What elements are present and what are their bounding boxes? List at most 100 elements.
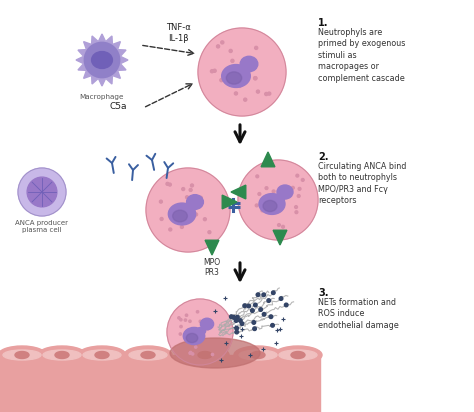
Text: ANCA producer
plasma cell: ANCA producer plasma cell [16, 220, 69, 233]
Circle shape [191, 353, 194, 355]
Circle shape [236, 70, 238, 73]
Text: 1.: 1. [318, 18, 328, 28]
Circle shape [229, 49, 232, 52]
Circle shape [174, 212, 178, 215]
Circle shape [180, 318, 182, 321]
Circle shape [194, 346, 197, 348]
Polygon shape [231, 185, 246, 199]
Bar [0, 355, 320, 412]
Circle shape [256, 293, 260, 297]
Ellipse shape [95, 351, 109, 358]
Ellipse shape [263, 200, 277, 212]
Ellipse shape [201, 318, 214, 330]
Ellipse shape [83, 350, 121, 360]
Ellipse shape [277, 185, 293, 199]
Circle shape [292, 186, 294, 189]
Text: 2.: 2. [318, 152, 328, 162]
Circle shape [295, 206, 298, 208]
Circle shape [189, 320, 191, 323]
Ellipse shape [186, 350, 224, 360]
Circle shape [295, 211, 298, 213]
Ellipse shape [222, 65, 250, 87]
Circle shape [238, 319, 242, 322]
Ellipse shape [15, 351, 29, 358]
Circle shape [251, 309, 254, 312]
Circle shape [217, 45, 219, 48]
Ellipse shape [273, 194, 284, 204]
Circle shape [185, 196, 189, 199]
Ellipse shape [181, 346, 229, 364]
Polygon shape [76, 34, 128, 86]
Circle shape [243, 304, 246, 307]
Polygon shape [222, 195, 237, 209]
Circle shape [262, 313, 266, 316]
Ellipse shape [239, 350, 277, 360]
Circle shape [27, 177, 57, 207]
Circle shape [208, 325, 210, 328]
Text: NETs formation and
ROS induce
endothelial damage: NETs formation and ROS induce endothelia… [318, 298, 399, 330]
Circle shape [259, 308, 263, 311]
Text: TNF-α
IL-1β: TNF-α IL-1β [165, 23, 191, 43]
Circle shape [18, 168, 66, 216]
Ellipse shape [124, 346, 172, 364]
Ellipse shape [0, 346, 46, 364]
Circle shape [301, 178, 304, 181]
Circle shape [296, 174, 299, 177]
Ellipse shape [183, 204, 195, 213]
Ellipse shape [168, 203, 196, 225]
Circle shape [210, 70, 213, 73]
Circle shape [283, 194, 286, 197]
Circle shape [244, 98, 247, 101]
Circle shape [284, 303, 288, 307]
Circle shape [235, 326, 238, 330]
Circle shape [184, 319, 187, 321]
Ellipse shape [3, 350, 41, 360]
Ellipse shape [237, 66, 249, 76]
Ellipse shape [91, 52, 112, 68]
Circle shape [272, 190, 275, 193]
Circle shape [298, 187, 301, 190]
Circle shape [269, 315, 273, 318]
Circle shape [254, 77, 256, 80]
Circle shape [168, 183, 171, 186]
Circle shape [203, 218, 206, 221]
Circle shape [221, 41, 224, 44]
Circle shape [240, 322, 244, 325]
Circle shape [278, 224, 280, 227]
Circle shape [190, 214, 192, 217]
Ellipse shape [78, 346, 126, 364]
Circle shape [279, 297, 283, 300]
Circle shape [234, 319, 238, 322]
Circle shape [197, 339, 200, 341]
Circle shape [189, 188, 192, 192]
Ellipse shape [226, 72, 242, 84]
Text: Macrophage: Macrophage [80, 94, 124, 100]
Circle shape [178, 317, 180, 319]
Ellipse shape [141, 351, 155, 358]
Circle shape [235, 92, 237, 95]
Circle shape [247, 304, 251, 308]
Ellipse shape [279, 350, 317, 360]
Ellipse shape [183, 328, 205, 344]
Polygon shape [273, 230, 287, 245]
Circle shape [185, 314, 188, 316]
Circle shape [169, 228, 172, 231]
Polygon shape [261, 152, 275, 167]
Ellipse shape [43, 350, 81, 360]
Circle shape [182, 187, 185, 190]
Polygon shape [205, 240, 219, 255]
Circle shape [255, 47, 258, 49]
Circle shape [195, 213, 198, 216]
Circle shape [213, 69, 216, 72]
Circle shape [271, 323, 274, 327]
Circle shape [146, 168, 230, 252]
Text: C5a: C5a [110, 101, 128, 110]
Circle shape [167, 299, 233, 365]
Ellipse shape [251, 351, 265, 358]
Text: Neutrophyls are
primed by exogenous
stimuli as
macropages or
complement cascade: Neutrophyls are primed by exogenous stim… [318, 28, 405, 83]
Circle shape [196, 311, 199, 313]
Circle shape [261, 209, 264, 212]
Ellipse shape [186, 333, 198, 343]
Circle shape [267, 299, 271, 302]
Ellipse shape [259, 194, 285, 214]
